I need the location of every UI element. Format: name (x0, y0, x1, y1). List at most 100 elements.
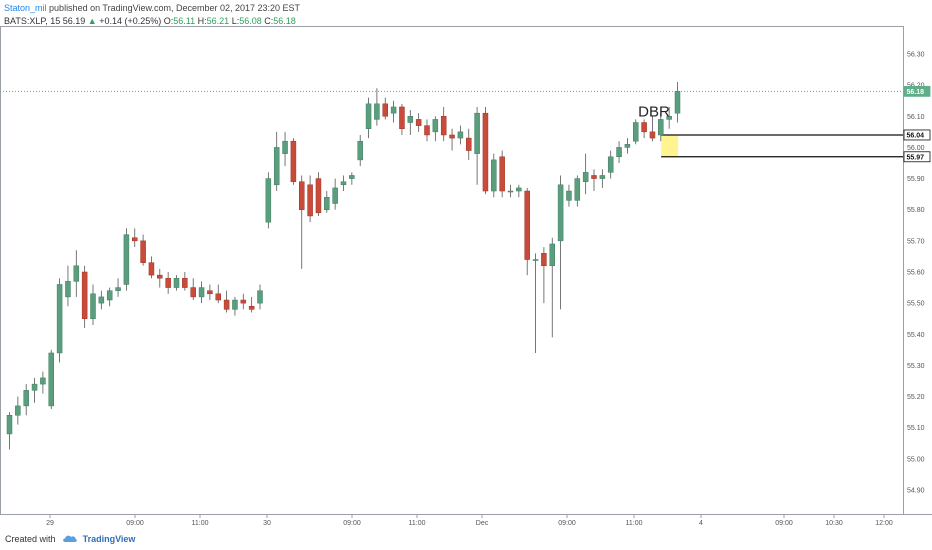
candle-up (407, 116, 414, 123)
open-label: O: (163, 16, 174, 26)
candle-down (449, 134, 455, 139)
plot-frame (0, 26, 904, 515)
x-axis: 29 09:00 11:00 30 09:00 11:00 Dec 09:00 11:00 4 09… (46, 514, 893, 527)
candle-up (516, 187, 522, 192)
x-tick-label: 09:00 (343, 520, 361, 527)
high-label: H: (197, 16, 207, 26)
candle-up (616, 147, 622, 158)
y-tick-label: 55.40 (907, 332, 925, 339)
candle-down (440, 116, 447, 136)
candle-down (190, 287, 196, 298)
candle-up (73, 265, 80, 282)
change-value: +0.14 (+0.25%) (99, 16, 162, 26)
y-tick-label: 56.10 (907, 114, 925, 121)
close-label: C: (264, 16, 274, 26)
candle-up (90, 293, 96, 319)
candle-down (215, 293, 221, 301)
high-value: 56.21 (206, 16, 230, 26)
tradingview-brand[interactable]: TradingView (82, 534, 136, 544)
y-tick-label: 56.00 (907, 145, 925, 152)
candle-down (541, 253, 547, 267)
up-arrow-icon: ▲ (87, 16, 97, 26)
candles (6, 82, 681, 450)
dbr-zone-highlight (661, 134, 679, 157)
candle-up (273, 147, 280, 186)
candle-up (432, 119, 439, 133)
candle-up (633, 122, 639, 142)
candle-up (257, 290, 263, 304)
candle-up (599, 175, 606, 179)
y-tick-label: 54.90 (907, 488, 925, 495)
candle-up (474, 112, 480, 154)
candle-down (466, 137, 472, 151)
x-tick-label: 12:00 (875, 520, 893, 527)
candle-down (382, 103, 388, 117)
candle-up (557, 184, 564, 242)
chart-header: Staton_mil published on TradingView.com,… (4, 2, 300, 14)
candle-up (491, 159, 497, 192)
x-tick-label: 30 (263, 520, 271, 527)
candle-down (290, 140, 297, 182)
x-tick-label: 09:00 (775, 520, 793, 527)
candle-up (658, 119, 664, 136)
candle-up (282, 140, 288, 154)
published-text: published on TradingView.com, December 0… (49, 3, 301, 13)
candle-down (182, 277, 188, 288)
candle-up (98, 296, 105, 304)
candle-up (56, 284, 63, 354)
candle-down (482, 112, 489, 192)
candle-down (223, 299, 230, 310)
y-tick-label: 55.60 (907, 270, 925, 277)
candle-down (307, 184, 313, 217)
candle-up (40, 377, 46, 385)
candle-up (582, 172, 589, 182)
x-tick-label: 4 (699, 520, 703, 527)
candle-down (157, 274, 163, 279)
candle-up (265, 178, 272, 223)
candle-down (591, 175, 597, 179)
author-link[interactable]: Staton_mil (4, 3, 47, 13)
price-axis-label: 56.04 (903, 129, 931, 141)
candle-up (232, 299, 238, 310)
x-tick-label: 11:00 (626, 520, 643, 527)
x-tick-label: 09:00 (558, 520, 576, 527)
candle-up (457, 131, 464, 139)
candle-down (207, 290, 213, 295)
candle-up (15, 405, 21, 416)
candle-up (332, 187, 338, 204)
y-tick-label: 55.30 (907, 363, 925, 370)
candle-up (48, 352, 54, 407)
candle-up (390, 106, 397, 114)
x-tick-label: 11:00 (192, 520, 209, 527)
candle-up (324, 197, 330, 210)
candle-down (649, 131, 656, 139)
candle-down (415, 119, 422, 126)
candle-down (315, 178, 322, 214)
candle-down (299, 181, 305, 210)
svg-text:56.18: 56.18 (907, 89, 925, 96)
y-axis: 56.3056.2056.1056.0055.9055.8055.7055.60… (907, 52, 925, 495)
candle-up (674, 91, 681, 114)
candle-up (173, 277, 180, 288)
close-value: 56.18 (273, 16, 296, 26)
candle-up (624, 144, 631, 148)
symbol-row: BATS:XLP, 15 56.19 ▲ +0.14 (+0.25%) O:56… (4, 15, 296, 27)
candle-up (357, 140, 363, 161)
candle-down (399, 106, 405, 129)
y-tick-label: 55.90 (907, 176, 925, 183)
candle-up (349, 175, 355, 179)
x-tick-label: Dec (476, 520, 489, 527)
x-tick-label: 29 (46, 520, 54, 527)
svg-text:56.04: 56.04 (907, 132, 925, 139)
candle-up (566, 190, 572, 201)
y-tick-label: 55.70 (907, 238, 925, 245)
created-with-text: Created with (5, 534, 56, 544)
footer: Created with TradingView (5, 534, 135, 545)
y-tick-label: 56.30 (907, 52, 925, 59)
candle-up (6, 415, 13, 435)
candle-up (123, 234, 130, 285)
candle-down (140, 240, 146, 263)
y-tick-label: 55.50 (907, 301, 925, 308)
candle-up (607, 156, 614, 173)
